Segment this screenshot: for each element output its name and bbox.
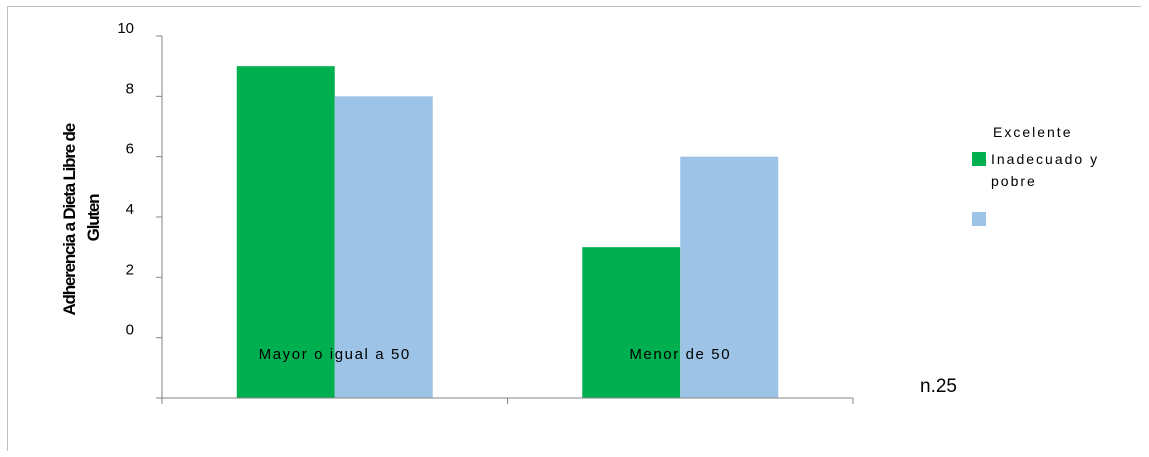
y-tick-label: 2: [126, 261, 134, 278]
bar-excelente-1: [334, 96, 433, 398]
legend: Excelente Inadecuado y pobre: [972, 124, 1099, 226]
y-tick-label: 6: [126, 141, 134, 158]
y-tick-label: 10: [117, 20, 134, 37]
legend-label-excelente: Excelente: [993, 124, 1072, 140]
legend-label-inadecuado: Inadecuado y pobre: [991, 151, 1099, 189]
bar-inadecuado-1: [236, 66, 335, 399]
y-tick-label: 4: [126, 201, 134, 218]
bar-excelente-2: [680, 156, 779, 398]
y-tick-label: 8: [126, 80, 134, 97]
sample-size-note: n.25: [920, 376, 957, 397]
y-tick-label: 0: [126, 322, 134, 339]
category-label: Menor de 50: [629, 346, 731, 363]
category-label: Mayor o igual a 50: [259, 346, 411, 363]
bar-inadecuado-2: [582, 247, 681, 398]
legend-swatch-inadecuado: [972, 152, 986, 166]
legend-swatch-excelente: [972, 212, 986, 226]
chart-frame: [7, 6, 1141, 451]
y-axis-label: Adherencia a Dieta Libre de Gluten: [60, 120, 103, 315]
y-axis-label-line-1: Adherencia a Dieta Libre de: [60, 123, 79, 315]
y-axis-label-line-2: Gluten: [84, 194, 103, 241]
